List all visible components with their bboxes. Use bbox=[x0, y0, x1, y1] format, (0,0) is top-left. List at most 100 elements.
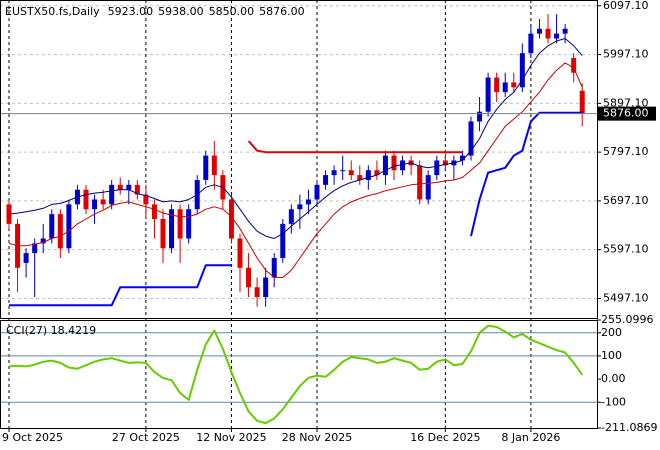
header-value: 5850.00 bbox=[209, 5, 255, 18]
x-tick-label: 9 Oct 2025 bbox=[2, 431, 63, 444]
candle-body bbox=[434, 160, 440, 176]
header-value: 5876.00 bbox=[259, 5, 305, 18]
candle-body bbox=[536, 28, 542, 34]
y-tick-label: 5597.10 bbox=[603, 243, 649, 256]
candle-body bbox=[126, 184, 132, 190]
candle-body bbox=[331, 170, 337, 176]
candle-body bbox=[160, 218, 166, 249]
candle-body bbox=[545, 28, 551, 39]
candle-body bbox=[502, 82, 508, 93]
candle-body bbox=[109, 184, 115, 205]
candle-body bbox=[49, 214, 55, 239]
candle-body bbox=[494, 77, 500, 93]
candle-body bbox=[348, 170, 354, 176]
marks bbox=[0, 14, 597, 425]
candle-body bbox=[23, 253, 29, 263]
last-price-label: 5876.00 bbox=[603, 107, 649, 120]
candle-body bbox=[468, 121, 474, 156]
candle-body bbox=[511, 82, 517, 88]
indicator-line bbox=[9, 111, 583, 307]
header-value: 5923.00 bbox=[108, 5, 154, 18]
indicator-line bbox=[247, 140, 463, 154]
chart-title: EUSTX50.fs,Daily bbox=[5, 5, 100, 18]
candle-body bbox=[459, 155, 465, 161]
cci-line bbox=[8, 324, 584, 425]
candle-body bbox=[151, 204, 157, 219]
last-price-box bbox=[598, 106, 656, 121]
x-tick-label: 28 Nov 2025 bbox=[282, 431, 352, 444]
indicator-line bbox=[8, 38, 583, 239]
x-tick-label: 16 Dec 2025 bbox=[410, 431, 480, 444]
cci-panel-frame bbox=[0, 320, 598, 429]
candle-body bbox=[271, 258, 277, 278]
candle-body bbox=[382, 155, 388, 176]
candle-body bbox=[528, 33, 534, 54]
candle-body bbox=[400, 160, 406, 171]
candle-body bbox=[297, 204, 303, 210]
candle-body bbox=[519, 53, 525, 88]
candle-body bbox=[143, 194, 149, 205]
y-tick-label: 5797.10 bbox=[603, 145, 649, 158]
y-tick-label: 5897.10 bbox=[603, 96, 649, 109]
y-tick-label: 100 bbox=[601, 349, 622, 362]
candle-body bbox=[32, 243, 38, 254]
candle-body bbox=[357, 175, 363, 180]
candle-body bbox=[442, 160, 448, 166]
candle-body bbox=[169, 209, 175, 249]
candle-body bbox=[280, 223, 286, 259]
candle-body bbox=[425, 175, 431, 200]
y-tick-label: 6097.10 bbox=[603, 0, 649, 12]
candle-body bbox=[477, 111, 483, 122]
candle-body bbox=[117, 184, 123, 190]
x-tick-label: 27 Oct 2025 bbox=[112, 431, 180, 444]
grid bbox=[0, 0, 597, 428]
x-tick-label: 12 Nov 2025 bbox=[196, 431, 266, 444]
candle-body bbox=[579, 90, 585, 114]
candle-body bbox=[554, 33, 560, 39]
candle-body bbox=[66, 204, 72, 249]
candle-body bbox=[57, 214, 63, 249]
y-tick-label: 200 bbox=[601, 326, 622, 339]
candle-body bbox=[237, 238, 243, 268]
indicator-line bbox=[8, 62, 583, 278]
candle-body bbox=[228, 199, 234, 239]
y-tick-label: -211.0869 bbox=[601, 421, 657, 434]
candle-body bbox=[83, 189, 89, 210]
y-tick-label: 255.0996 bbox=[601, 313, 654, 326]
candle-body bbox=[391, 155, 397, 171]
candle-body bbox=[365, 170, 371, 180]
y-tick-label: 5697.10 bbox=[603, 194, 649, 207]
candle-body bbox=[288, 209, 294, 224]
candle-body bbox=[314, 184, 320, 200]
header-value: 5938.00 bbox=[158, 5, 204, 18]
candle-body bbox=[263, 277, 269, 298]
candle-body bbox=[254, 287, 260, 298]
candle-body bbox=[100, 199, 106, 205]
candle-body bbox=[374, 170, 380, 176]
candle-body bbox=[134, 184, 140, 195]
candle-body bbox=[177, 209, 183, 239]
candle-body bbox=[323, 175, 329, 185]
y-tick-label: 0.00 bbox=[601, 372, 626, 385]
candle-body bbox=[417, 165, 423, 200]
candle-body bbox=[562, 28, 568, 34]
y-tick-label: 5497.10 bbox=[603, 291, 649, 304]
y-tick-label: 5997.10 bbox=[603, 48, 649, 61]
candle-body bbox=[92, 199, 98, 210]
candle-body bbox=[211, 155, 217, 176]
candle-body bbox=[340, 170, 346, 172]
candle-body bbox=[485, 77, 491, 112]
candle-body bbox=[40, 238, 46, 244]
x-tick-label: 8 Jan 2026 bbox=[501, 431, 560, 444]
price-panel-frame bbox=[0, 0, 598, 319]
indicator-title: CCI(27) 18.4219 bbox=[6, 324, 96, 337]
candle-body bbox=[305, 199, 311, 205]
labels: EUSTX50.fs,Daily CCI(27) 18.4219 5923.00… bbox=[2, 0, 657, 444]
candle-body bbox=[246, 267, 252, 288]
candle-body bbox=[186, 209, 192, 239]
candle-body bbox=[571, 58, 577, 73]
y-tick-label: -100 bbox=[601, 395, 626, 408]
candle-body bbox=[6, 204, 12, 224]
